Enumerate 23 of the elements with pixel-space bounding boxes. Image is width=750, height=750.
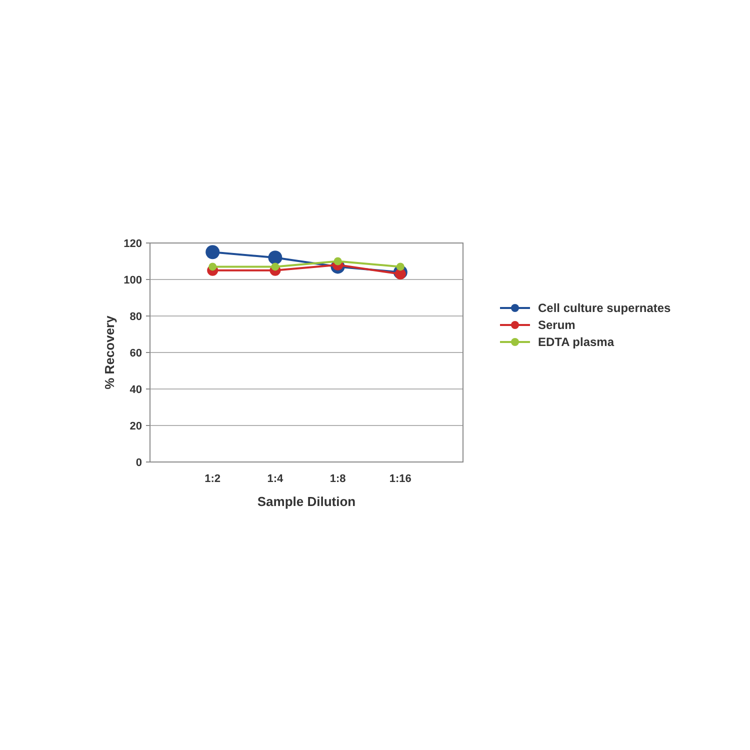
point xyxy=(208,262,217,271)
legend-label: EDTA plasma xyxy=(538,335,614,350)
legend-label: Serum xyxy=(538,318,576,332)
x-tick-label: 1:4 xyxy=(267,472,284,485)
x-tick-label: 1:16 xyxy=(389,472,412,485)
x-tick-label: 1:8 xyxy=(330,472,346,485)
y-tick-label: 60 xyxy=(130,347,142,360)
y-tick-label: 40 xyxy=(130,384,142,396)
y-tick-label: 100 xyxy=(124,274,142,286)
y-tick-label: 20 xyxy=(130,420,142,432)
y-tick-label: 120 xyxy=(124,238,142,250)
x-tick-label: 1:2 xyxy=(204,472,221,485)
point xyxy=(268,250,282,265)
y-tick-label: 0 xyxy=(136,456,142,469)
y-tick-label: 80 xyxy=(130,310,142,323)
point xyxy=(334,257,342,266)
point xyxy=(206,245,220,260)
point xyxy=(271,262,280,271)
y-axis-title: % Recovery xyxy=(102,314,117,390)
x-axis-title: Sample Dilution xyxy=(257,494,356,509)
legend-label: Cell culture supernates xyxy=(538,301,672,316)
point xyxy=(396,262,404,271)
point xyxy=(394,268,406,280)
